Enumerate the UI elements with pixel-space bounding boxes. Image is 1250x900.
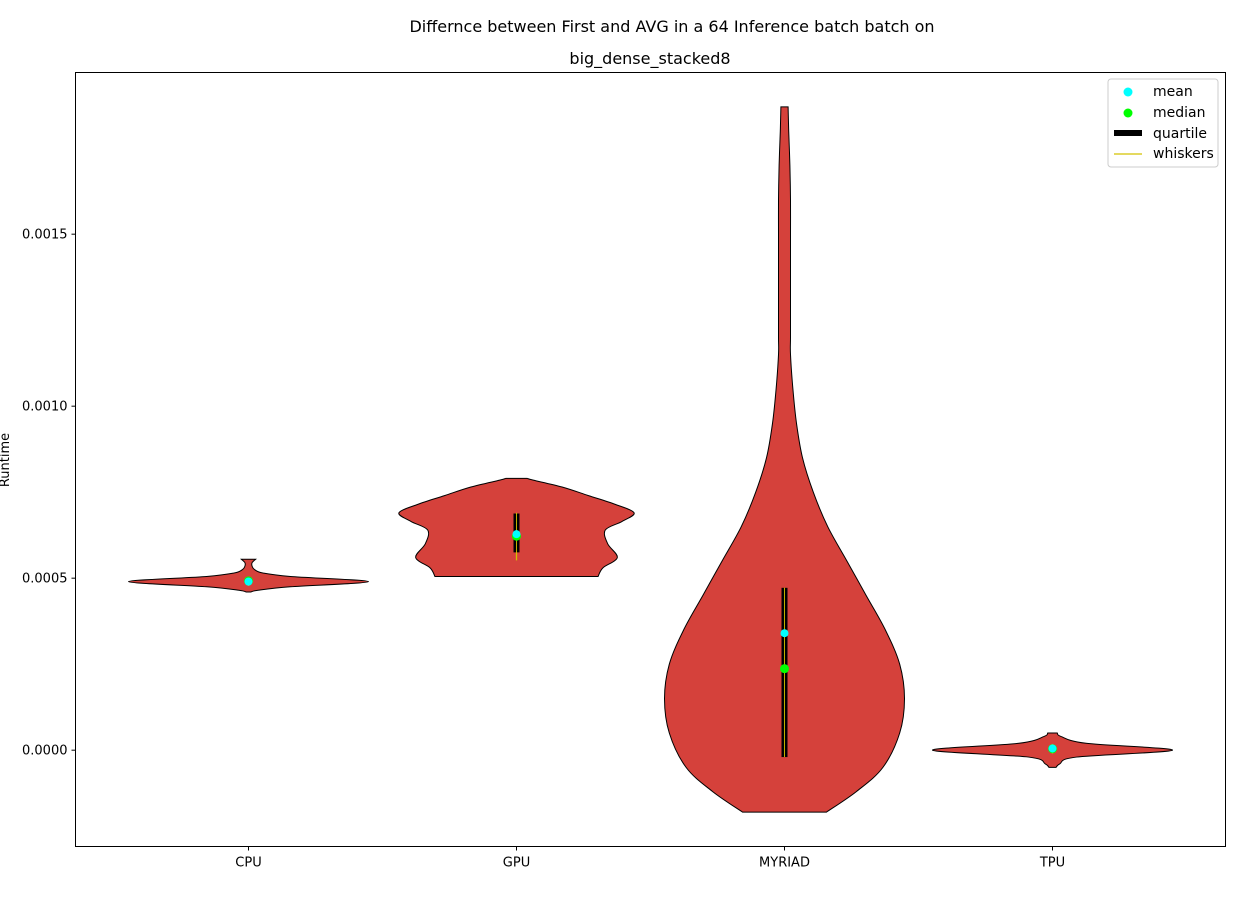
legend-quartile-marker — [1114, 130, 1142, 136]
legend-box — [1107, 78, 1219, 168]
median-marker-myriad — [780, 664, 789, 674]
legend-quartile-label: quartile — [1153, 126, 1207, 142]
mean-marker-cpu — [244, 577, 253, 586]
mean-marker-myriad — [780, 629, 789, 638]
x-tick-label: TPU — [1039, 856, 1065, 871]
y-ticks-group: 0.0000 0.0005 0.0010 0.0015 — [22, 228, 76, 759]
x-tick-label: MYRIAD — [759, 856, 810, 871]
legend-mean-label: mean — [1153, 84, 1193, 100]
violin-myriad — [663, 106, 906, 813]
legend-median-marker — [1123, 108, 1133, 118]
mean-marker-tpu — [1048, 744, 1057, 753]
legend-mean-marker — [1123, 87, 1133, 97]
chart-title-line-1: Differnce between First and AVG in a 64 … — [409, 17, 934, 36]
y-tick-label: 0.0010 — [22, 400, 68, 415]
mean-marker-gpu — [512, 530, 521, 539]
x-ticks-group: CPU GPU MYRIAD TPU — [235, 846, 1065, 871]
y-tick-label: 0.0000 — [22, 744, 68, 759]
stats-group — [244, 512, 1057, 758]
y-axis-label: Runtime — [0, 433, 13, 487]
y-tick-label: 0.0015 — [22, 228, 68, 243]
legend-median-label: median — [1153, 105, 1205, 121]
x-tick-label: CPU — [235, 856, 261, 871]
legend-whiskers-label: whiskers — [1153, 146, 1214, 162]
x-tick-label: GPU — [503, 856, 530, 871]
legend: mean median quartile whiskers — [1107, 78, 1219, 168]
chart-title-line-2: big_dense_stacked8 — [569, 49, 730, 69]
plot-frame — [75, 72, 1226, 847]
violin-cpu — [127, 558, 370, 593]
y-tick-label: 0.0005 — [22, 572, 68, 587]
